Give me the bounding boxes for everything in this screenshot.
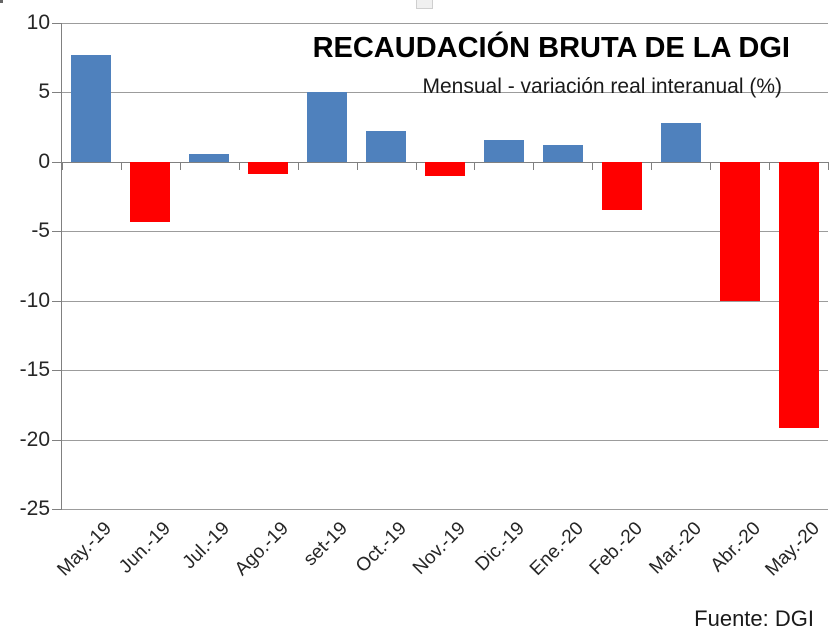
x-axis-label: Oct.-19 xyxy=(352,518,411,577)
y-axis-tick-label: 10 xyxy=(26,11,50,34)
bar xyxy=(601,161,642,211)
y-axis-tick xyxy=(52,509,61,510)
x-axis-label: Jun.-19 xyxy=(115,518,176,578)
bar xyxy=(719,161,760,301)
gridline xyxy=(62,509,828,510)
y-axis-tick-label: -10 xyxy=(19,288,50,312)
chart-subtitle: Mensual - variación real interanual (%) xyxy=(422,75,783,98)
bar xyxy=(307,92,348,162)
y-axis-tick xyxy=(52,161,61,163)
x-axis-label: Dic.-19 xyxy=(471,518,529,576)
x-axis-tick xyxy=(651,161,653,170)
y-axis-line xyxy=(61,23,62,510)
y-axis-tick xyxy=(52,370,61,372)
bar xyxy=(778,161,819,429)
bar xyxy=(425,161,465,176)
x-axis-tick xyxy=(120,161,122,170)
bar xyxy=(71,54,112,162)
y-axis-tick xyxy=(52,300,61,302)
x-axis-label: May.-20 xyxy=(760,518,824,581)
x-axis-tick xyxy=(415,161,417,170)
x-axis-label: Ene.-20 xyxy=(525,518,588,580)
corner-artifact xyxy=(0,0,3,3)
y-axis-tick xyxy=(52,231,61,233)
selection-handle xyxy=(416,0,433,9)
x-axis-label: Ago.-19 xyxy=(231,518,294,580)
gridline xyxy=(62,23,828,24)
x-axis-tick xyxy=(179,161,181,170)
gridline xyxy=(62,370,828,372)
x-axis-tick xyxy=(710,161,712,170)
y-axis-tick xyxy=(52,92,61,94)
bar xyxy=(366,131,407,162)
x-axis-tick xyxy=(474,161,476,170)
chart-title: RECAUDACIÓN BRUTA DE LA DGI xyxy=(312,32,790,64)
bar xyxy=(542,145,583,162)
y-axis-tick-label: 5 xyxy=(38,80,50,104)
y-axis-tick xyxy=(52,439,61,441)
x-axis-tick xyxy=(592,161,594,170)
x-axis-label: Feb.-20 xyxy=(585,518,647,580)
x-axis-tick xyxy=(238,161,240,170)
bar xyxy=(189,153,230,162)
x-axis-label: set-19 xyxy=(299,518,352,571)
gridline xyxy=(62,231,828,233)
y-axis-tick xyxy=(52,23,61,24)
plot-area xyxy=(62,23,828,510)
bar xyxy=(130,161,171,222)
x-axis-tick xyxy=(769,161,771,170)
x-axis-label: Jul.-19 xyxy=(178,518,235,574)
gridline xyxy=(62,439,828,441)
x-axis-tick xyxy=(356,161,358,170)
bar xyxy=(660,122,701,162)
gridline xyxy=(62,300,828,302)
x-axis-label: Mar.-20 xyxy=(645,518,706,579)
y-axis-tick-label: 0 xyxy=(38,149,50,173)
x-axis-label: May.-19 xyxy=(53,518,117,581)
bar xyxy=(248,161,289,175)
x-axis-tick xyxy=(533,161,535,170)
y-axis-tick-label: -5 xyxy=(31,219,50,243)
x-axis-tick xyxy=(62,161,63,170)
bar xyxy=(483,139,524,162)
x-axis-label: Abr.-20 xyxy=(706,518,765,577)
x-axis-label: Nov.-19 xyxy=(408,518,470,579)
y-axis-tick-label: -25 xyxy=(19,497,50,520)
x-axis-tick xyxy=(828,161,829,170)
y-axis-tick-label: -15 xyxy=(19,358,50,382)
x-axis-tick xyxy=(297,161,299,170)
source-note: Fuente: DGI xyxy=(694,606,814,631)
gridline xyxy=(62,92,828,94)
y-axis-tick-label: -20 xyxy=(19,427,50,451)
